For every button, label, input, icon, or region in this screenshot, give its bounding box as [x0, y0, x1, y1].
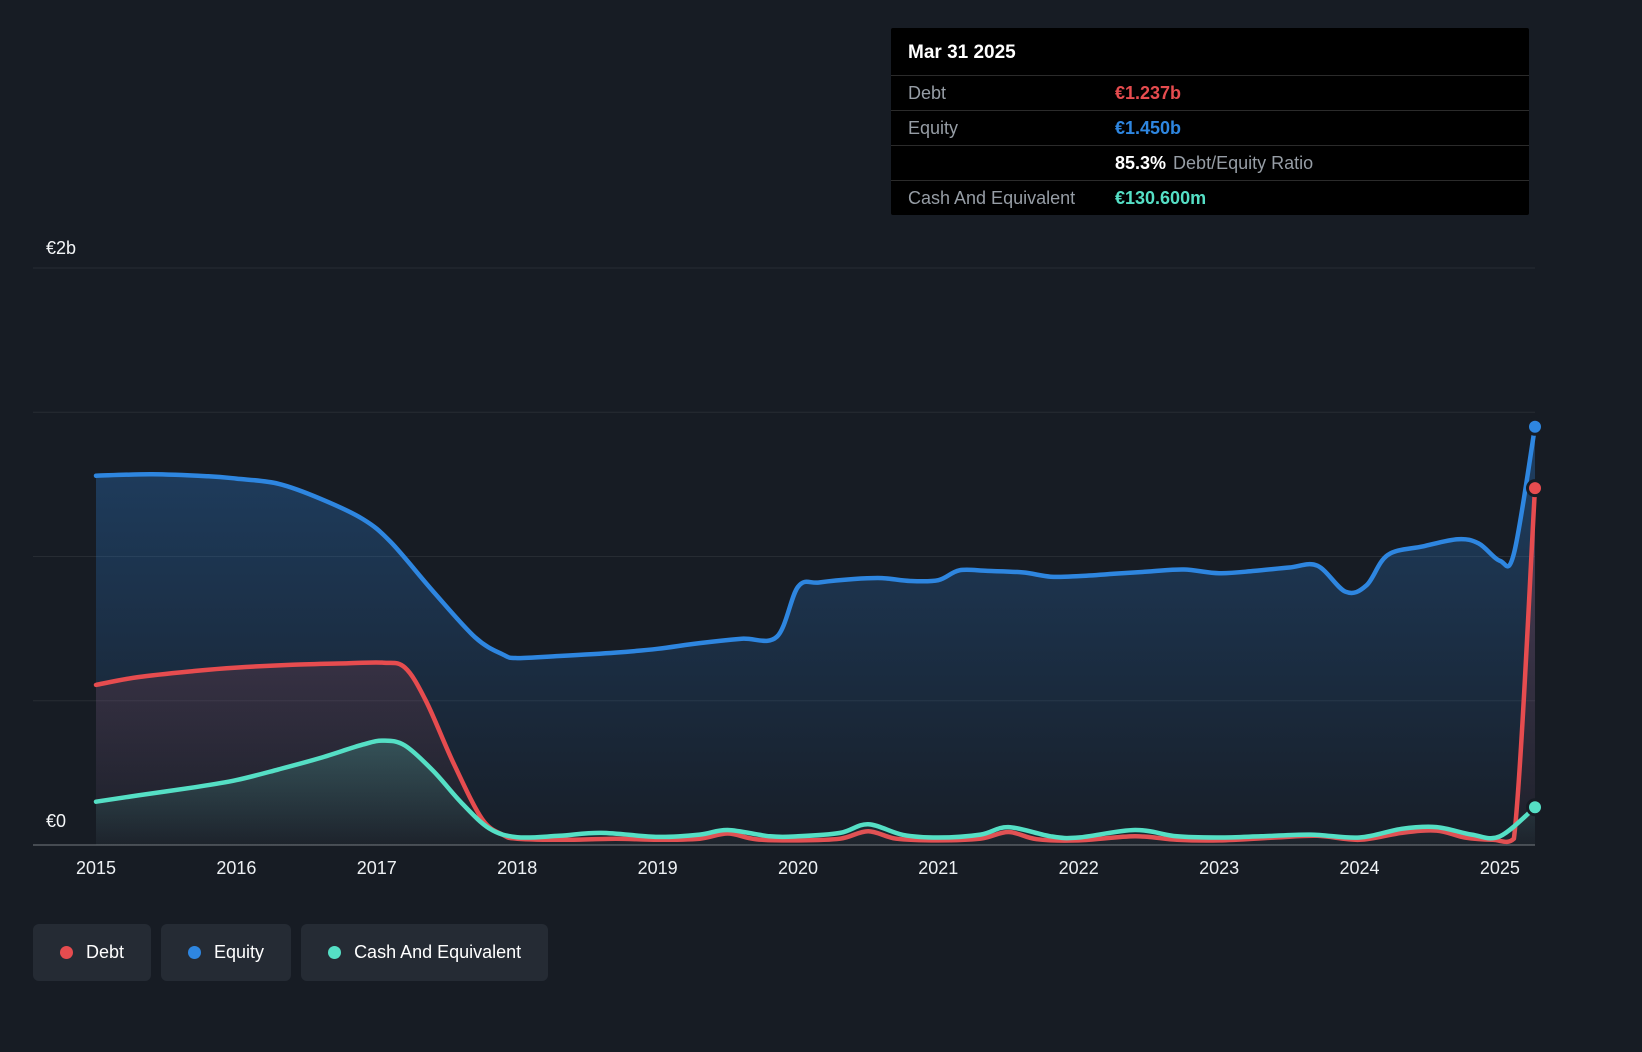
equity-end-dot [1526, 417, 1544, 436]
y-axis-label-zero: €0 [46, 811, 67, 831]
equity-line [93, 424, 1538, 661]
legend-item-cash[interactable]: Cash And Equivalent [301, 924, 549, 981]
tooltip-debt-row: Debt €1.237b [891, 75, 1529, 110]
cash-and-equivalent-line [93, 738, 1538, 841]
x-axis-label: 2025 [1479, 858, 1520, 878]
tooltip-cash-value: €130.600m [1115, 188, 1207, 208]
debt-equity-cash-chart[interactable] [33, 255, 1544, 857]
x-axis-label: 2021 [918, 858, 959, 878]
tooltip-equity-label: Equity [908, 118, 959, 138]
legend-label-equity: Equity [214, 942, 265, 962]
equity-area [96, 426, 1535, 845]
legend-label-debt: Debt [86, 942, 125, 962]
tooltip-equity-value: €1.450b [1115, 118, 1182, 138]
tooltip-ratio-value: 85.3% [1115, 153, 1167, 173]
equity-dot-icon [188, 946, 202, 959]
tooltip-cash-label: Cash And Equivalent [908, 188, 1076, 208]
x-axis-label: 2023 [1199, 858, 1240, 878]
tooltip-ratio-row: 85.3% Debt/Equity Ratio [891, 145, 1529, 180]
x-axis-label: 2019 [637, 858, 678, 878]
x-axis-label: 2018 [497, 858, 538, 878]
tooltip-ratio-label: Debt/Equity Ratio [1173, 153, 1314, 173]
x-axis-label: 2020 [777, 858, 819, 878]
y-axis-label-max: €2b [46, 238, 77, 258]
x-axis-label: 2017 [356, 858, 397, 878]
tooltip-cash-row: Cash And Equivalent €130.600m [891, 180, 1529, 215]
legend: Debt Equity Cash And Equivalent [33, 924, 549, 981]
x-axis-label: 2015 [75, 858, 117, 878]
legend-item-equity[interactable]: Equity [161, 924, 292, 981]
legend-item-debt[interactable]: Debt [33, 924, 152, 981]
x-axis-label: 2016 [216, 858, 257, 878]
x-axis-label: 2024 [1339, 858, 1380, 878]
x-axis-label: 2022 [1058, 858, 1099, 878]
x-axis: 2015 2016 2017 2018 2019 2020 2021 2022 2023 2024… [33, 858, 1535, 884]
cash-and-equivalent-area [96, 740, 1535, 845]
legend-label-cash: Cash And Equivalent [354, 942, 522, 962]
cash-dot-icon [328, 946, 342, 959]
tooltip-date: Mar 31 2025 [908, 42, 1016, 63]
debt-end-dot [1526, 479, 1544, 498]
tooltip: Mar 31 2025 Debt €1.237b Equity €1.450b … [891, 28, 1529, 215]
tooltip-equity-row: Equity €1.450b [891, 110, 1529, 145]
tooltip-debt-value: €1.237b [1115, 83, 1182, 103]
debt-dot-icon [60, 946, 73, 959]
cash-and-equivalent-end-dot [1526, 798, 1544, 817]
tooltip-debt-label: Debt [908, 83, 947, 103]
